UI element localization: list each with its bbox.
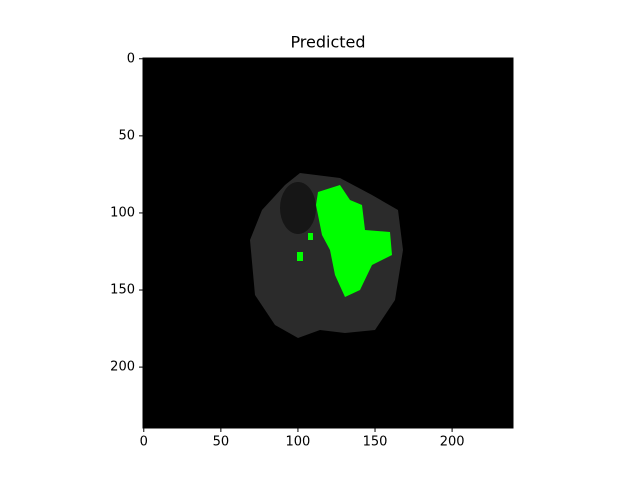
- image-area: [142, 57, 514, 429]
- x-tick-label: 0: [140, 435, 148, 450]
- x-tick-label: 200: [440, 435, 465, 450]
- x-tick-label: 150: [363, 435, 388, 450]
- chart-title: Predicted: [290, 33, 365, 52]
- y-tick-label: 0: [127, 51, 135, 66]
- y-tick-label: 150: [110, 283, 135, 298]
- predicted-mask: [316, 185, 392, 297]
- brain-dark-area: [280, 182, 316, 234]
- predicted-mask-spot: [308, 233, 313, 240]
- predicted-mask-spot: [297, 252, 303, 261]
- x-tick-label: 100: [286, 435, 311, 450]
- y-tick-label: 100: [110, 205, 135, 220]
- x-tick-label: 50: [213, 435, 230, 450]
- y-tick-label: 50: [118, 128, 135, 143]
- axes-frame: [142, 57, 514, 429]
- y-tick-label: 200: [110, 360, 135, 375]
